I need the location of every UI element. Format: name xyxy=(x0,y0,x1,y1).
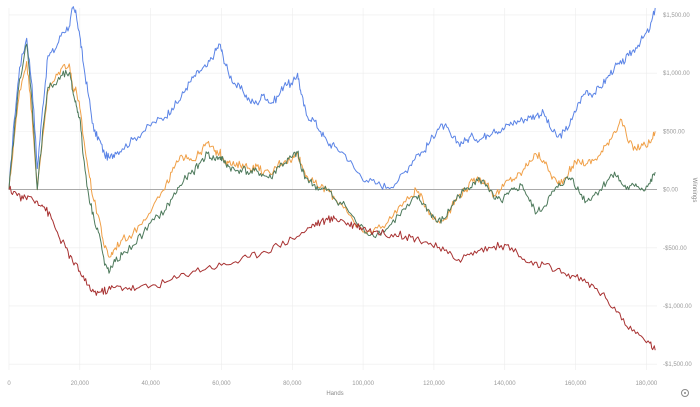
x-tick-label: 140,000 xyxy=(494,381,516,387)
x-tick-label: 180,000 xyxy=(636,381,658,387)
series-lines xyxy=(8,6,656,351)
x-tick-label: 100,000 xyxy=(352,381,374,387)
winnings-series-line xyxy=(8,43,656,274)
x-tick-label: 0 xyxy=(7,381,11,387)
x-tick-label: 40,000 xyxy=(141,381,160,387)
y-tick-label: $1,500.00 xyxy=(663,13,690,19)
winnings-series-line xyxy=(8,6,656,190)
y-tick-label: $500.00 xyxy=(663,129,685,135)
x-tick-label: 80,000 xyxy=(283,381,302,387)
y-tick-label: $0.00 xyxy=(663,188,679,194)
y-tick-label: -$500.00 xyxy=(663,246,687,252)
y-tick-label: $1,000.00 xyxy=(663,71,690,77)
y-axis-title: Winnings xyxy=(691,178,697,203)
winnings-series-line xyxy=(8,185,656,351)
x-axis-title: Hands xyxy=(326,391,343,397)
settings-icon[interactable] xyxy=(681,389,689,397)
tick-labels: 0 20,000 40,000 60,000 80,000 100,000 120,000 1… xyxy=(7,13,692,387)
winnings-series-line xyxy=(8,61,656,258)
x-tick-label: 160,000 xyxy=(565,381,587,387)
x-tick-label: 20,000 xyxy=(71,381,90,387)
y-tick-label: -$1,000.00 xyxy=(663,304,692,310)
x-tick-label: 120,000 xyxy=(423,381,445,387)
y-tick-label: -$1,500.00 xyxy=(663,362,692,368)
x-tick-label: 60,000 xyxy=(212,381,231,387)
gridlines xyxy=(8,8,657,370)
